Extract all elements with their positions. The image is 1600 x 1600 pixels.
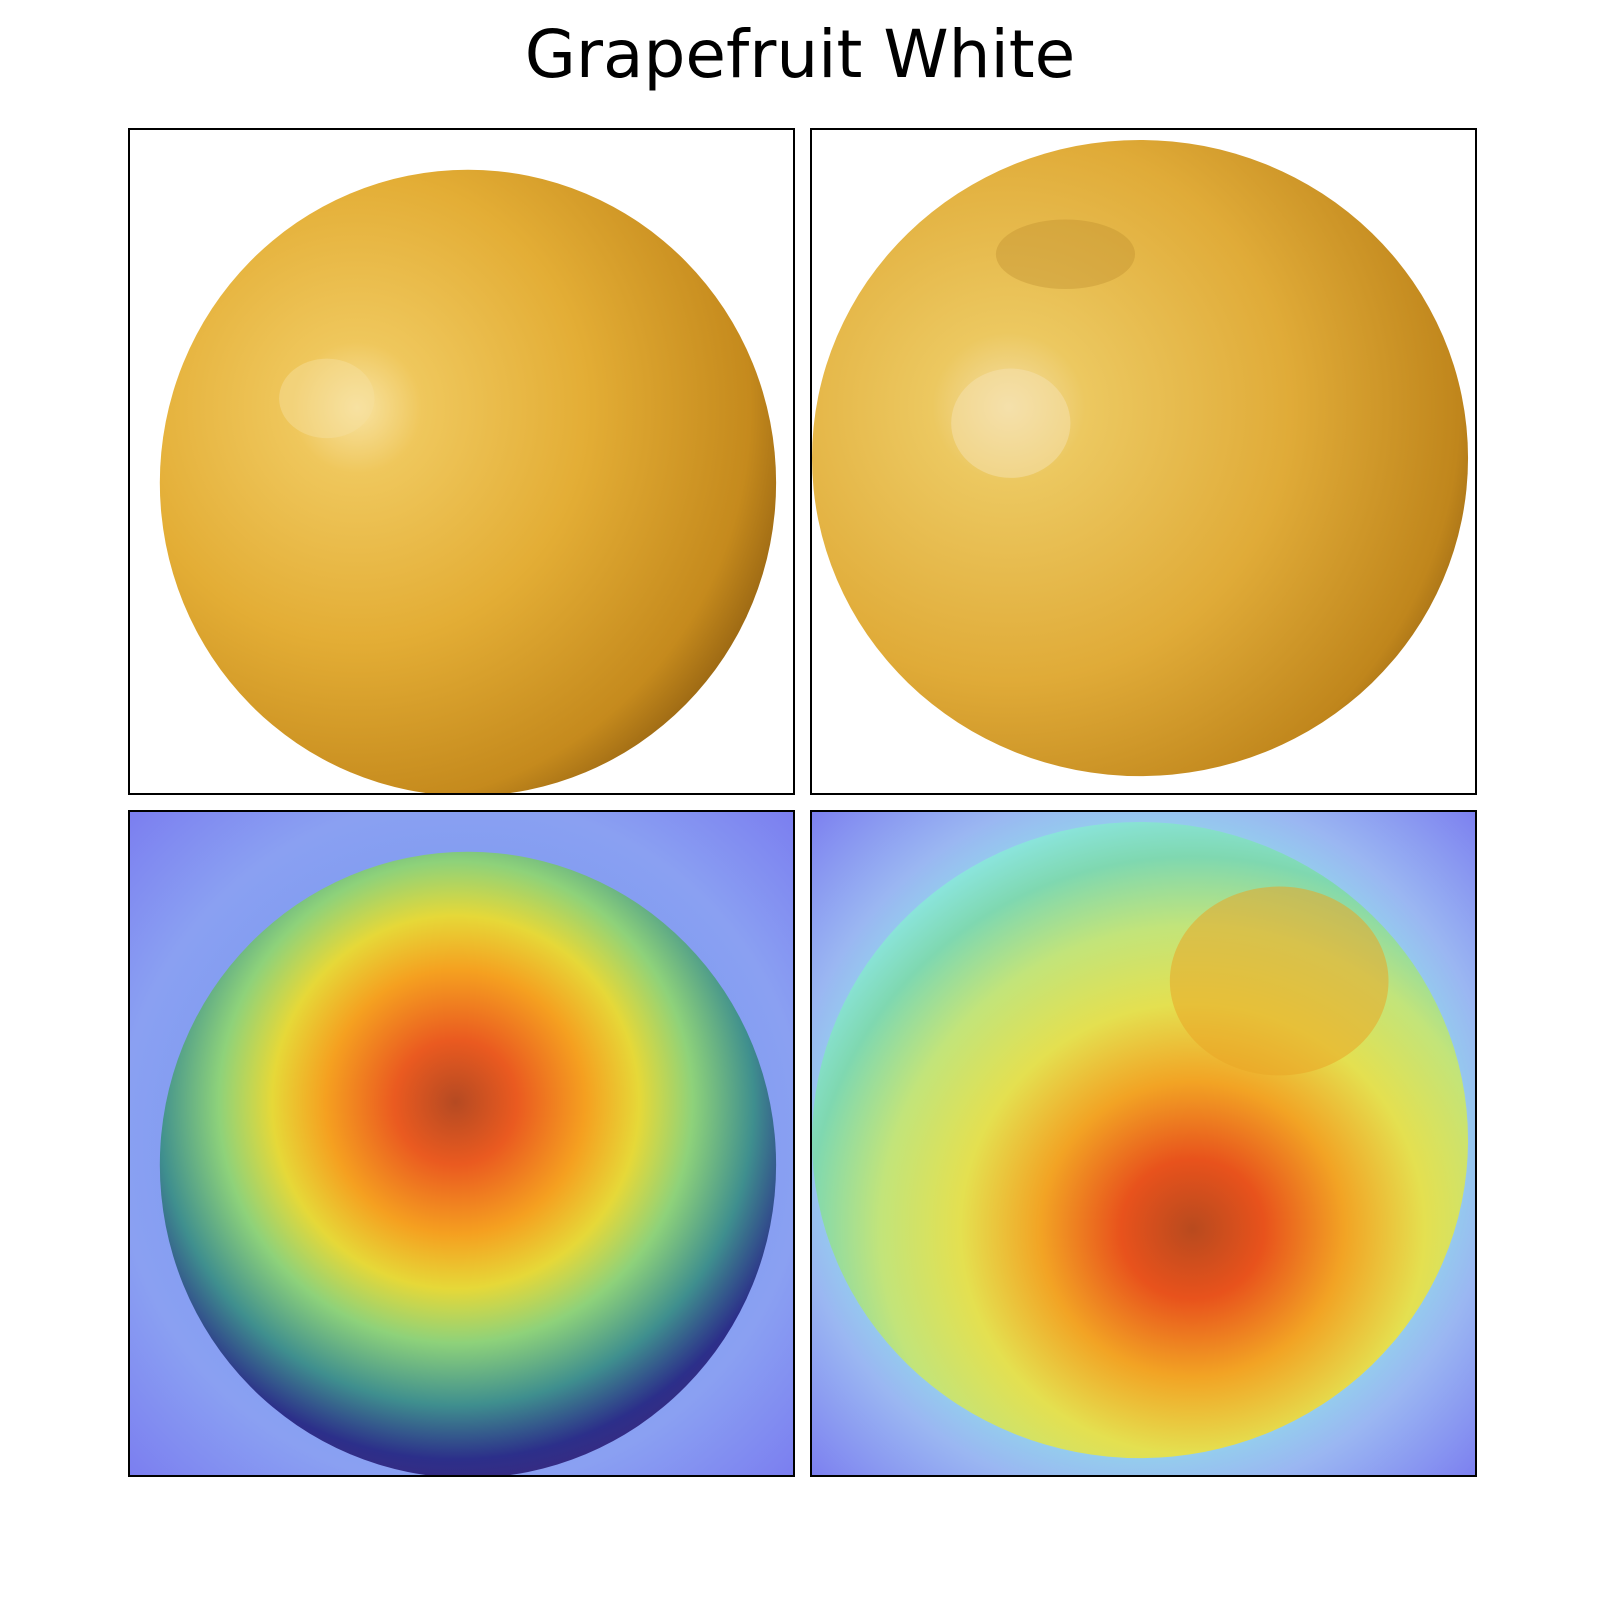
heatmap-overlay-panel-2 bbox=[810, 810, 1477, 1477]
grapefruit-photo-2 bbox=[812, 130, 1475, 793]
grapefruit-photo-1 bbox=[130, 130, 793, 793]
saliency-heatmap-2 bbox=[812, 812, 1475, 1475]
figure-title: Grapefruit White bbox=[524, 16, 1076, 93]
original-image-panel-1 bbox=[128, 128, 795, 795]
heatmap-overlay-panel-1 bbox=[128, 810, 795, 1477]
saliency-heatmap-1 bbox=[130, 812, 793, 1475]
original-image-panel-2 bbox=[810, 128, 1477, 795]
